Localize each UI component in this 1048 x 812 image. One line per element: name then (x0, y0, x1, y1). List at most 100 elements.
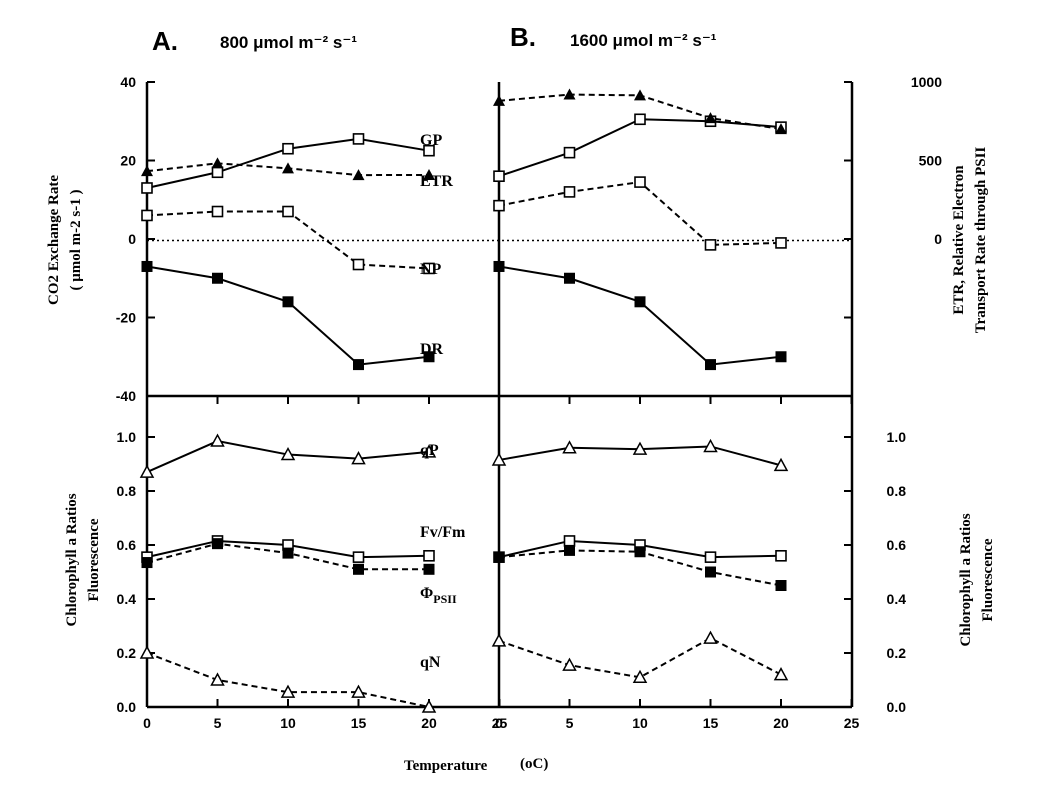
panel-b-light: 1600 μmol m⁻² s⁻¹ (570, 31, 717, 50)
point-b-psii (564, 544, 575, 556)
xtick-label: 10 (280, 715, 296, 731)
point-a-psii (141, 557, 153, 569)
point-b-etr (493, 94, 505, 106)
xtick-label: 5 (214, 715, 222, 731)
point-a-qn (210, 672, 225, 686)
series-line-b-dr (498, 265, 782, 366)
point-a-gp (282, 142, 294, 155)
xtick-label: 25 (492, 715, 508, 731)
ytick-label-left-lower: 0.4 (117, 591, 137, 607)
ytick-label-left-upper: -20 (116, 310, 136, 326)
right-bottom-ylabel-line2: Fluorescence (980, 538, 996, 621)
series-lines (146, 93, 782, 708)
ytick-label-right-lower: 0.6 (887, 537, 907, 553)
point-b-dr (775, 351, 787, 363)
point-b-qn (491, 633, 507, 647)
series-line-a-qn (146, 652, 430, 708)
point-a-qn (139, 645, 155, 659)
point-b-np (634, 176, 646, 188)
point-a-psii (423, 563, 435, 575)
point-a-dr (353, 359, 364, 371)
series-line-a-dr (146, 265, 430, 366)
ytick-label-left-lower: 0.8 (117, 483, 137, 499)
point-a-psii (353, 563, 364, 575)
ytick-label-right-lower: 1.0 (887, 429, 907, 445)
point-b-qp (562, 440, 577, 454)
left-top-ylabel-line1: CO2 Exchange Rate (46, 175, 62, 305)
ytick-label-right-lower: 0.8 (887, 483, 907, 499)
point-b-qp (491, 452, 507, 466)
ytick-label-left-upper: 40 (120, 74, 136, 90)
point-a-dr (282, 296, 294, 308)
panel-a-light: 800 μmol m⁻² s⁻¹ (220, 33, 357, 52)
point-b-qn (773, 667, 789, 681)
point-b-dr (493, 260, 505, 272)
point-b-fvfm (704, 551, 717, 563)
xtick-label: 25 (844, 715, 860, 731)
point-b-np (563, 186, 576, 198)
point-a-np (211, 205, 224, 218)
point-a-qn (421, 699, 437, 713)
label-phipsii-main: Φ (420, 585, 433, 602)
label-qn: qN (420, 654, 441, 671)
label-etr: ETR (420, 173, 453, 190)
point-a-qp (280, 446, 296, 461)
ytick-label-right-upper: 1000 (911, 74, 942, 90)
label-phipsii-sub: PSII (433, 592, 457, 606)
right-bottom-ylabel-line1: Chlorophyll a Ratios (958, 513, 974, 646)
point-a-qn (351, 684, 366, 698)
right-top-ylabel: ETR, Relative Electron Transport Rate th… (951, 147, 989, 334)
point-b-fvfm (775, 549, 787, 562)
ytick-label-right-lower: 0.2 (887, 645, 907, 661)
point-b-dr (564, 272, 575, 284)
point-b-psii (634, 546, 646, 558)
point-a-np (423, 262, 435, 275)
ytick-label-right-upper: 500 (919, 153, 943, 169)
series-line-b-gp (498, 118, 782, 178)
point-a-etr (282, 162, 294, 174)
point-b-etr (704, 112, 717, 124)
point-b-dr (705, 359, 716, 371)
point-a-np (141, 209, 153, 222)
xtick-label: 0 (495, 715, 503, 731)
point-a-np (282, 205, 294, 218)
series-line-b-qn (498, 637, 782, 679)
series-markers (139, 88, 789, 713)
point-b-qp (773, 457, 789, 472)
ytick-label-left-upper: -40 (116, 388, 136, 404)
xtick-label: 15 (703, 715, 719, 731)
label-gp: GP (420, 132, 442, 149)
point-b-psii (705, 566, 716, 578)
point-a-qp (421, 444, 437, 458)
point-a-dr (423, 351, 435, 363)
point-b-qp (703, 438, 718, 453)
label-fvfm: Fv/Fm (420, 524, 466, 541)
right-bottom-ylabel: Chlorophyll a Ratios Fluorescence (958, 513, 996, 646)
point-a-qn (280, 684, 296, 698)
left-bottom-ylabel-line1: Chlorophyll a Ratios (64, 493, 80, 626)
ytick-label-left-lower: 1.0 (117, 429, 137, 445)
ytick-label-left-lower: 0.2 (117, 645, 137, 661)
point-b-psii (775, 580, 787, 591)
ytick-label-right-lower: 0.4 (887, 591, 907, 607)
label-qp: qP (420, 442, 439, 459)
left-top-ylabel-line2: ( μmol m-2 s-1 ) (68, 190, 84, 291)
label-dr: DR (420, 341, 444, 358)
point-a-psii (282, 547, 294, 559)
point-a-qp (351, 451, 366, 465)
label-np: NP (420, 261, 442, 278)
point-a-etr (211, 157, 224, 169)
point-a-etr (352, 169, 365, 181)
ytick-label-left-upper: 0 (128, 231, 136, 247)
point-b-etr (563, 88, 576, 100)
ytick-label-left-lower: 0.6 (117, 537, 137, 553)
panel-a-letter: A. (152, 26, 178, 56)
xtick-label: 15 (351, 715, 367, 731)
xtick-label: 0 (143, 715, 151, 731)
point-b-np (775, 237, 787, 249)
point-a-fvfm (423, 549, 435, 562)
point-b-etr (634, 89, 646, 101)
left-bottom-ylabel-line2: Fluorescence (86, 518, 102, 601)
